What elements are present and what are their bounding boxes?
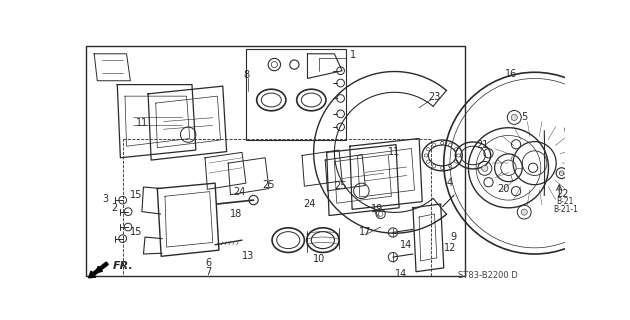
Text: 23: 23: [428, 92, 441, 102]
Text: 21: 21: [476, 140, 488, 150]
Bar: [86, 46, 466, 276]
Text: B-21-1: B-21-1: [553, 205, 578, 214]
Text: 22: 22: [556, 189, 569, 199]
Bar: [246, 49, 346, 140]
Circle shape: [482, 165, 488, 172]
Text: 14: 14: [394, 269, 407, 279]
Text: 25: 25: [262, 180, 275, 190]
Text: 7: 7: [205, 268, 211, 277]
Text: 2: 2: [111, 203, 117, 213]
Text: 4: 4: [446, 178, 452, 188]
Text: 11: 11: [388, 147, 401, 157]
Text: 3: 3: [102, 194, 108, 204]
Text: 14: 14: [400, 240, 412, 250]
Text: 11: 11: [135, 118, 148, 128]
Text: 9: 9: [450, 232, 456, 242]
Text: 1: 1: [350, 50, 356, 60]
Text: FR.: FR.: [113, 260, 134, 270]
Text: 25: 25: [335, 181, 347, 191]
Text: 18: 18: [230, 209, 242, 219]
Text: 16: 16: [505, 69, 518, 79]
Text: 6: 6: [205, 258, 211, 268]
Circle shape: [569, 127, 575, 133]
Text: 19: 19: [371, 204, 384, 214]
Text: 15: 15: [130, 228, 142, 237]
FancyArrow shape: [89, 262, 108, 278]
Text: 8: 8: [244, 70, 249, 80]
Text: 17: 17: [359, 228, 372, 237]
Circle shape: [521, 209, 527, 215]
Text: ST83-B2200 D: ST83-B2200 D: [457, 271, 517, 280]
Text: 15: 15: [130, 190, 142, 200]
Circle shape: [575, 185, 581, 191]
Text: 24: 24: [232, 188, 245, 197]
Text: 10: 10: [313, 254, 325, 264]
Text: 13: 13: [242, 251, 255, 260]
Circle shape: [511, 114, 517, 121]
Text: 24: 24: [304, 199, 316, 209]
Text: 20: 20: [498, 184, 510, 194]
Bar: [123, 139, 431, 276]
Text: 12: 12: [444, 243, 456, 253]
Text: B-21: B-21: [556, 197, 573, 206]
Text: 5: 5: [521, 112, 527, 122]
